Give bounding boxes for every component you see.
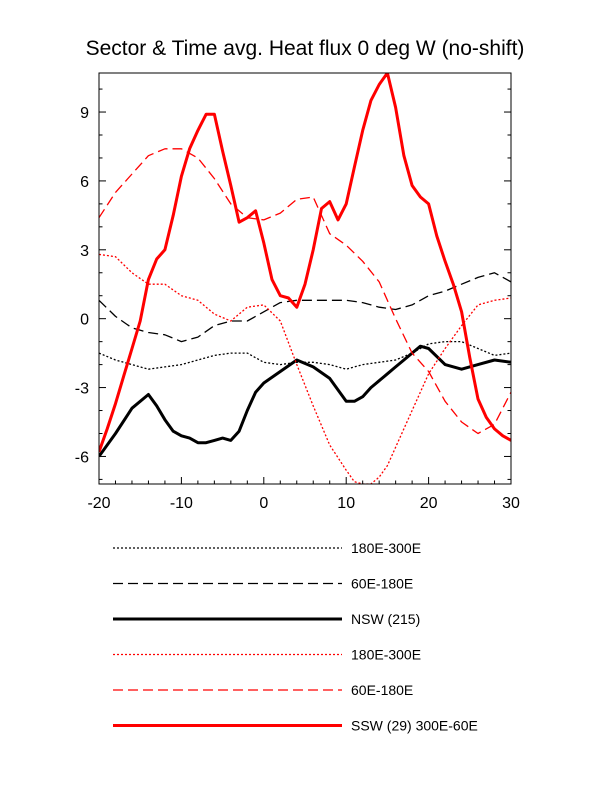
- plot-lines: [99, 73, 511, 484]
- series-line-5: [99, 148, 511, 435]
- legend-label: 60E-180E: [351, 682, 413, 698]
- legend-label: 60E-180E: [351, 576, 413, 592]
- plot-frame: [98, 72, 512, 485]
- x-tick-label: 10: [337, 495, 355, 512]
- series-line-4: [99, 253, 511, 484]
- x-axis: -20 -10 0 10 20 30: [87, 477, 520, 512]
- series-line-2: [99, 272, 511, 343]
- chart-title: Sector & Time avg. Heat flux 0 deg W (no…: [86, 37, 525, 60]
- y-axis: -6 -3 0 3 6 9: [75, 88, 511, 480]
- series-line-6: [99, 73, 511, 453]
- x-tick-label: -10: [170, 495, 193, 512]
- y-tick-label: 9: [80, 105, 89, 122]
- series-line-3: [99, 344, 511, 458]
- y-tick-label: 6: [80, 174, 89, 191]
- x-tick-label: 0: [259, 495, 268, 512]
- legend-label: SSW (29) 300E-60E: [351, 718, 478, 734]
- x-tick-label: -20: [87, 495, 110, 512]
- y-tick-label: 0: [80, 312, 89, 329]
- legend: 180E-300E 60E-180E NSW (215) 180E-300E 60E-1…: [113, 540, 478, 734]
- legend-label: NSW (215): [351, 611, 420, 627]
- x-tick-label: 20: [420, 495, 438, 512]
- x-tick-label: 30: [502, 495, 520, 512]
- y-tick-label: -6: [75, 449, 89, 466]
- y-tick-label: -3: [75, 381, 89, 398]
- legend-label: 180E-300E: [351, 647, 421, 663]
- legend-label: 180E-300E: [351, 540, 421, 556]
- y-tick-label: 3: [80, 243, 89, 260]
